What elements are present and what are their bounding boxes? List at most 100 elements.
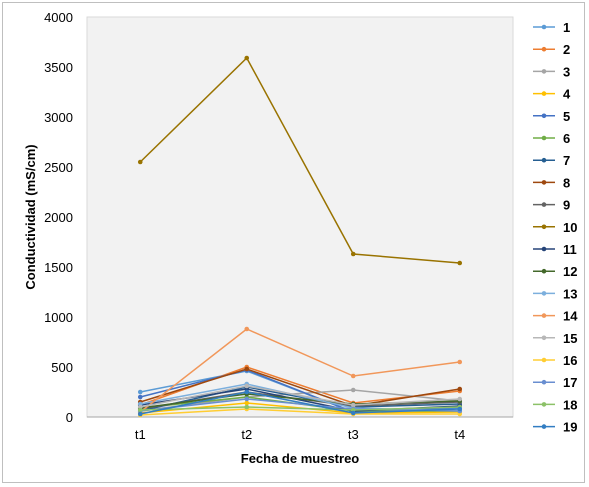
legend-label: 15 — [563, 331, 577, 346]
legend-marker — [541, 202, 547, 207]
data-point — [244, 366, 250, 372]
y-axis-ticks: 0 500 1000 1500 2000 2500 3000 3500 4000 — [44, 10, 73, 425]
legend-entry: 16 — [533, 353, 577, 368]
data-point — [137, 411, 143, 417]
legend-label: 19 — [563, 420, 577, 435]
legend-entry: 5 — [533, 109, 570, 124]
legend-label: 9 — [563, 198, 570, 213]
x-tick-label: t2 — [241, 427, 252, 442]
series-line — [140, 368, 460, 407]
data-point — [137, 407, 143, 413]
x-axis-ticks: t1 t2 t3 t4 — [135, 427, 465, 442]
legend-label: 16 — [563, 353, 577, 368]
series-line — [139, 328, 460, 413]
series-line — [140, 391, 460, 415]
y-tick-label: 500 — [51, 360, 73, 375]
legend-entry: 11 — [533, 242, 577, 257]
legend-label: 7 — [563, 153, 570, 168]
legend-entry: 19 — [533, 420, 577, 435]
legend-marker — [541, 224, 547, 230]
series-19 — [137, 389, 463, 417]
data-point — [137, 159, 143, 165]
data-point — [457, 386, 463, 392]
legend-entry: 13 — [533, 286, 577, 301]
legend-marker — [541, 313, 547, 318]
legend-marker — [541, 24, 547, 30]
legend-marker — [541, 69, 547, 74]
legend-marker — [541, 291, 547, 296]
legend-marker — [541, 180, 547, 185]
y-tick-label: 3000 — [44, 110, 73, 125]
legend-label: 8 — [563, 175, 570, 190]
legend-entry: 6 — [533, 131, 570, 146]
data-point — [350, 402, 356, 408]
series-line — [140, 408, 460, 416]
legend-entry: 18 — [533, 397, 577, 412]
legend-marker — [541, 246, 547, 252]
legend-label: 10 — [563, 220, 577, 235]
y-tick-label: 1000 — [44, 310, 73, 325]
data-point — [350, 373, 356, 379]
x-tick-label: t4 — [454, 427, 465, 442]
legend-marker — [541, 135, 547, 141]
legend-marker — [541, 379, 547, 385]
data-point — [350, 387, 356, 393]
series-10 — [137, 55, 463, 266]
data-point — [244, 383, 250, 389]
y-tick-label: 4000 — [44, 10, 73, 25]
data-point — [457, 260, 463, 266]
legend-marker — [541, 113, 547, 119]
data-point — [244, 404, 250, 410]
legend-entry: 10 — [533, 220, 577, 235]
legend-entry: 2 — [533, 42, 570, 57]
legend-label: 1 — [563, 20, 570, 35]
series-line — [140, 389, 460, 412]
legend-label: 12 — [563, 264, 577, 279]
x-tick-label: t3 — [348, 427, 359, 442]
legend-label: 6 — [563, 131, 570, 146]
y-tick-label: 1500 — [44, 260, 73, 275]
legend-label: 18 — [563, 397, 577, 412]
y-tick-label: 0 — [66, 410, 73, 425]
legend-entry: 1 — [533, 20, 570, 35]
data-point — [137, 389, 143, 395]
legend-entry: 17 — [533, 375, 577, 390]
legend-marker — [541, 91, 547, 96]
series-line — [140, 406, 460, 411]
series-lines — [137, 55, 463, 418]
data-point — [244, 389, 250, 395]
legend-entry: 4 — [533, 87, 571, 102]
y-tick-label: 3500 — [44, 60, 73, 75]
legend-entry: 15 — [533, 331, 577, 346]
series-14 — [137, 326, 463, 415]
legend-entry: 14 — [533, 309, 578, 324]
legend-marker — [541, 157, 547, 163]
legend-label: 3 — [563, 64, 570, 79]
plot-area — [86, 16, 514, 418]
data-point — [244, 326, 250, 332]
legend-label: 13 — [563, 286, 577, 301]
data-point — [244, 55, 250, 61]
legend-entry: 9 — [533, 198, 570, 213]
legend-entry: 3 — [533, 64, 570, 79]
data-point — [244, 396, 250, 402]
x-axis-title: Fecha de muestreo — [241, 451, 360, 466]
series-line — [139, 56, 460, 264]
data-point — [244, 400, 250, 406]
y-axis-title: Conductividad (mS/cm) — [23, 144, 38, 289]
legend-marker — [541, 402, 547, 407]
legend-entry: 7 — [533, 153, 570, 168]
data-point — [350, 410, 356, 416]
data-point — [457, 406, 463, 412]
data-point — [137, 394, 143, 400]
y-tick-label: 2000 — [44, 210, 73, 225]
series-line — [140, 398, 460, 412]
legend-marker — [541, 46, 547, 52]
legend-label: 2 — [563, 42, 570, 57]
legend-marker — [541, 424, 547, 429]
legend-entry: 12 — [533, 264, 577, 279]
data-point — [350, 251, 356, 257]
legend-label: 5 — [563, 109, 570, 124]
